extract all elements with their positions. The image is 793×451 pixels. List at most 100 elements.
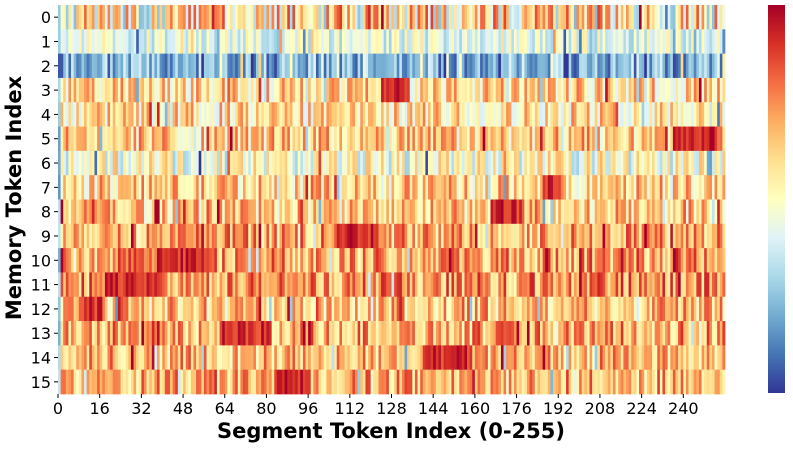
heatmap-cell [422, 150, 426, 176]
heatmap-cell [138, 102, 142, 127]
heatmap-cell [401, 199, 405, 225]
heatmap-cell [706, 296, 710, 322]
heatmap-cell [229, 29, 233, 54]
heatmap-cell [665, 345, 669, 371]
heatmap-cell [547, 175, 551, 200]
heatmap-cell [446, 296, 450, 322]
heatmap-cell [355, 369, 358, 395]
heatmap-cell [365, 369, 369, 395]
heatmap-cell [180, 53, 184, 79]
heatmap-cell [422, 5, 426, 30]
heatmap-cell [612, 77, 616, 103]
heatmap-cell [511, 321, 515, 346]
heatmap-cell [326, 29, 330, 54]
heatmap-cell [542, 199, 546, 225]
heatmap-cell [508, 5, 512, 30]
heatmap-cell [508, 53, 512, 79]
heatmap-cell [407, 223, 411, 249]
heatmap-cell [433, 29, 437, 54]
heatmap-cell [685, 77, 689, 103]
heatmap-cell [500, 248, 504, 273]
heatmap-cell [469, 175, 473, 200]
heatmap-cell [662, 223, 666, 249]
heatmap-cell [607, 272, 611, 298]
heatmap-cell [506, 199, 510, 225]
heatmap-cell [636, 5, 640, 30]
heatmap-cell [368, 272, 372, 298]
heatmap-cell [571, 223, 575, 249]
heatmap-cell [344, 150, 348, 176]
heatmap-cell [128, 272, 132, 298]
heatmap-cell [305, 29, 309, 54]
heatmap-cell [506, 5, 510, 30]
heatmap-cell [722, 272, 726, 298]
heatmap-cell [203, 150, 207, 176]
heatmap-cell [633, 321, 637, 346]
heatmap-cell [717, 5, 721, 30]
heatmap-cell [282, 77, 286, 103]
heatmap-cell [654, 175, 658, 200]
heatmap-cell [91, 5, 95, 30]
heatmap-cell [566, 369, 570, 395]
heatmap-cell [409, 345, 413, 371]
heatmap-cell [68, 5, 72, 30]
heatmap-cell [214, 369, 218, 395]
heatmap-cell [206, 321, 210, 346]
heatmap-cell [300, 248, 304, 273]
heatmap-cell [328, 369, 332, 395]
heatmap-cell [685, 53, 689, 79]
heatmap-cell [404, 248, 408, 273]
heatmap-cell [91, 29, 95, 54]
heatmap-cell [441, 248, 444, 273]
heatmap-cell [110, 199, 114, 225]
heatmap-cell [357, 345, 361, 371]
heatmap-cell [297, 29, 301, 54]
heatmap-cell [284, 77, 288, 103]
heatmap-cell [693, 53, 697, 79]
heatmap-cell [78, 102, 82, 127]
heatmap-cell [211, 199, 215, 225]
heatmap-cell [73, 248, 77, 273]
heatmap-cell [503, 345, 507, 371]
heatmap-cell [349, 150, 353, 176]
heatmap-cell [435, 150, 439, 176]
heatmap-cell [313, 223, 317, 249]
heatmap-cell [438, 77, 442, 103]
heatmap-cell [508, 102, 512, 127]
heatmap-cell [263, 5, 267, 30]
heatmap-cell [615, 248, 619, 273]
heatmap-cell [378, 369, 382, 395]
heatmap-cell [693, 321, 697, 346]
heatmap-cell [696, 223, 700, 249]
heatmap-cell [714, 321, 718, 346]
heatmap-cell [649, 369, 653, 395]
heatmap-cell [711, 29, 715, 54]
heatmap-cell [454, 199, 457, 225]
heatmap-cell [206, 77, 210, 103]
heatmap-cell [78, 199, 82, 225]
heatmap-cell [412, 272, 416, 298]
heatmap-cell [115, 369, 119, 395]
heatmap-cell [143, 369, 147, 395]
heatmap-cell [58, 77, 61, 103]
heatmap-cell [685, 296, 689, 322]
heatmap-cell [183, 248, 187, 273]
heatmap-cell [701, 102, 705, 127]
heatmap-cell [407, 272, 411, 298]
heatmap-cell [164, 296, 168, 322]
heatmap-cell [193, 369, 197, 395]
heatmap-cell [558, 102, 562, 127]
heatmap-cell [521, 126, 525, 152]
heatmap-cell [237, 53, 241, 79]
heatmap-cell [636, 102, 640, 127]
heatmap-cell [555, 77, 559, 103]
heatmap-cell [344, 29, 348, 54]
heatmap-cell [211, 321, 215, 346]
heatmap-cell [211, 345, 215, 371]
heatmap-cell [112, 345, 116, 371]
heatmap-cell [683, 29, 687, 54]
heatmap-cell [146, 296, 150, 322]
heatmap-cell [188, 126, 192, 152]
heatmap-cell [709, 199, 713, 225]
heatmap-cell [469, 369, 473, 395]
